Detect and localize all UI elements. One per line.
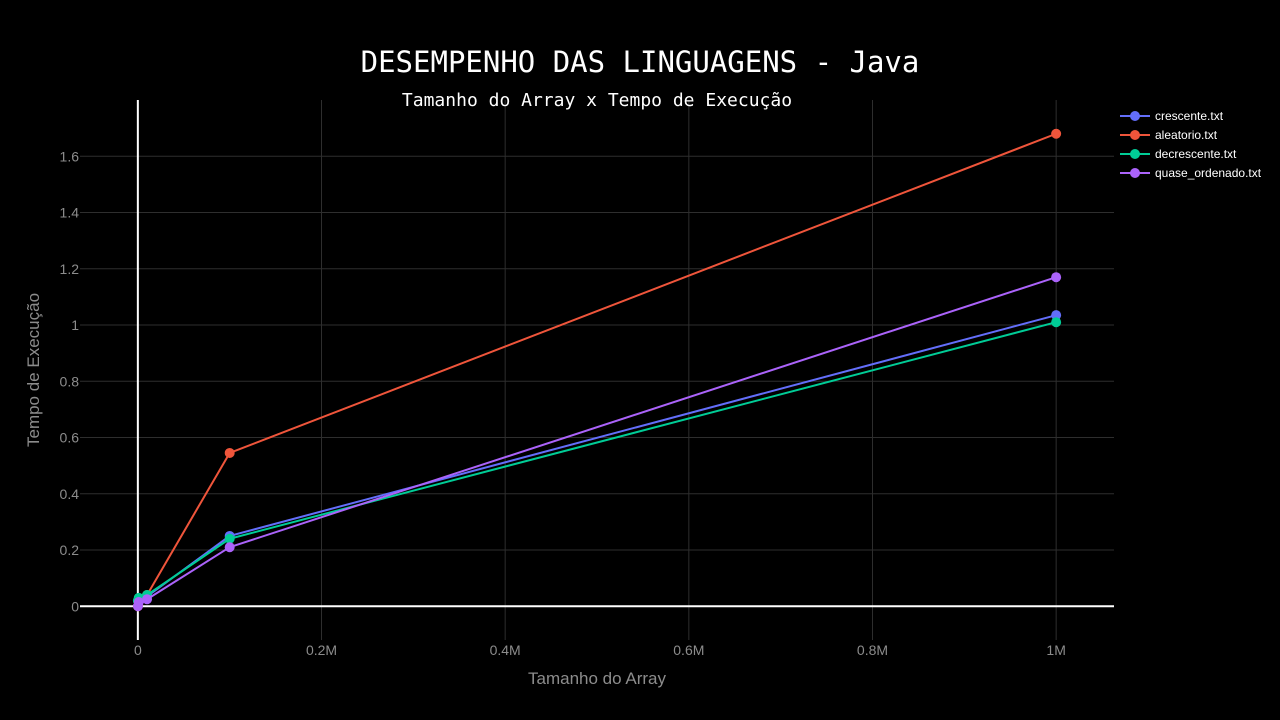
data-point[interactable] <box>1051 128 1062 139</box>
axis-layer <box>80 100 1114 640</box>
chart-title: DESEMPENHO DAS LINGUAGENS - Java <box>361 45 920 79</box>
series-crescente-txt <box>132 310 1062 606</box>
series-line <box>136 132 1057 607</box>
series-decrescente-txt <box>132 317 1062 606</box>
data-point[interactable] <box>224 542 235 553</box>
x-axis-title: Tamanho do Array <box>528 669 666 688</box>
y-tick-label: 1.4 <box>60 205 80 221</box>
y-tick-label: 0.4 <box>60 486 80 502</box>
legend-item[interactable]: decrescente.txt <box>1120 147 1237 161</box>
x-tick-label: 0.8M <box>857 642 888 658</box>
x-tick-label: 0 <box>134 642 142 658</box>
legend-label: aleatorio.txt <box>1155 128 1218 142</box>
ticks-layer: 0 0.2 0.4 0.6 0.8 1 1.2 1.4 1.6 0 0.2M 0.4M 0.6M 0.8M… <box>60 148 1066 658</box>
y-tick-label: 1.6 <box>60 148 80 164</box>
y-axis-title: Tempo de Execução <box>24 293 43 447</box>
y-tick-label: 0 <box>71 598 79 614</box>
data-point[interactable] <box>133 597 144 608</box>
y-tick-label: 0.6 <box>60 430 80 446</box>
legend-item[interactable]: crescente.txt <box>1120 109 1224 123</box>
legend-marker <box>1130 168 1140 178</box>
series-aleatorio-txt <box>132 128 1062 612</box>
legend-marker <box>1130 149 1140 159</box>
data-point[interactable] <box>1051 317 1062 328</box>
legend-item[interactable]: aleatorio.txt <box>1120 128 1218 142</box>
grid-layer <box>80 100 1114 640</box>
series-layer <box>132 128 1062 612</box>
x-tick-label: 1M <box>1046 642 1065 658</box>
x-tick-label: 0.6M <box>673 642 704 658</box>
legend-marker <box>1130 130 1140 140</box>
data-point[interactable] <box>224 447 235 458</box>
legend-item[interactable]: quase_ordenado.txt <box>1120 166 1262 180</box>
y-tick-label: 0.2 <box>60 542 80 558</box>
series-line <box>136 321 1057 601</box>
legend-label: quase_ordenado.txt <box>1155 166 1262 180</box>
data-point[interactable] <box>224 533 235 544</box>
y-tick-label: 1.2 <box>60 261 80 277</box>
y-tick-label: 0.8 <box>60 373 80 389</box>
x-tick-label: 0.4M <box>490 642 521 658</box>
series-quase-ordenado-txt <box>132 272 1062 612</box>
chart-subtitle: Tamanho do Array x Tempo de Execução <box>402 90 792 111</box>
x-tick-label: 0.2M <box>306 642 337 658</box>
legend-label: crescente.txt <box>1155 109 1224 123</box>
legend-marker <box>1130 111 1140 121</box>
data-point[interactable] <box>142 594 153 605</box>
legend-label: decrescente.txt <box>1155 147 1237 161</box>
data-point[interactable] <box>1051 272 1062 283</box>
y-tick-label: 1 <box>71 317 79 333</box>
data-point[interactable] <box>1051 310 1062 321</box>
legend[interactable]: crescente.txt aleatorio.txt decrescente.tx… <box>1120 109 1262 180</box>
